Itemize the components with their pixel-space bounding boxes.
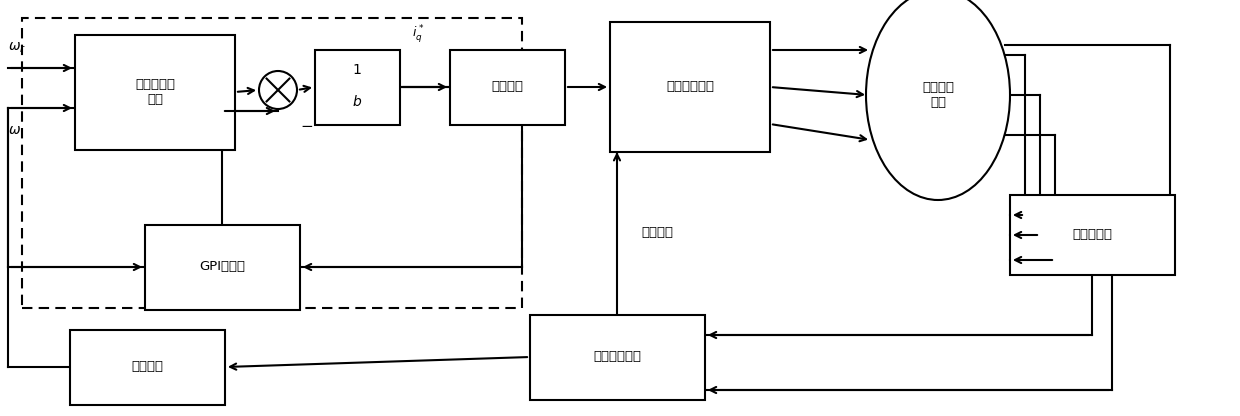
- Text: 三相异步电机: 三相异步电机: [666, 81, 714, 94]
- Bar: [450, 50, 565, 125]
- Text: 矢量控制: 矢量控制: [491, 81, 523, 94]
- Text: b: b: [352, 95, 361, 109]
- Text: −: −: [300, 119, 312, 134]
- Ellipse shape: [259, 71, 298, 109]
- Text: 换相控制: 换相控制: [641, 226, 673, 240]
- Text: 积分滑模控
制器: 积分滑模控 制器: [135, 78, 175, 106]
- Bar: [69, 330, 224, 405]
- Bar: [315, 50, 401, 125]
- Bar: [22, 18, 522, 308]
- Text: $\omega$: $\omega$: [7, 123, 21, 137]
- Text: $i_q^*$: $i_q^*$: [412, 23, 424, 45]
- Text: 转子区间计算: 转子区间计算: [593, 351, 641, 364]
- Text: 永磁无刷
直流: 永磁无刷 直流: [923, 81, 954, 109]
- Ellipse shape: [866, 0, 1011, 200]
- Text: $\omega_r$: $\omega_r$: [7, 41, 26, 55]
- Text: 速度计算: 速度计算: [131, 361, 162, 374]
- Bar: [610, 22, 770, 152]
- Text: GPI观测器: GPI观测器: [198, 260, 246, 273]
- Bar: [529, 315, 706, 400]
- Bar: [1011, 195, 1176, 275]
- Bar: [145, 225, 300, 310]
- Bar: [74, 35, 236, 150]
- Text: 位置传感器: 位置传感器: [1073, 228, 1112, 242]
- Text: 1: 1: [352, 63, 361, 77]
